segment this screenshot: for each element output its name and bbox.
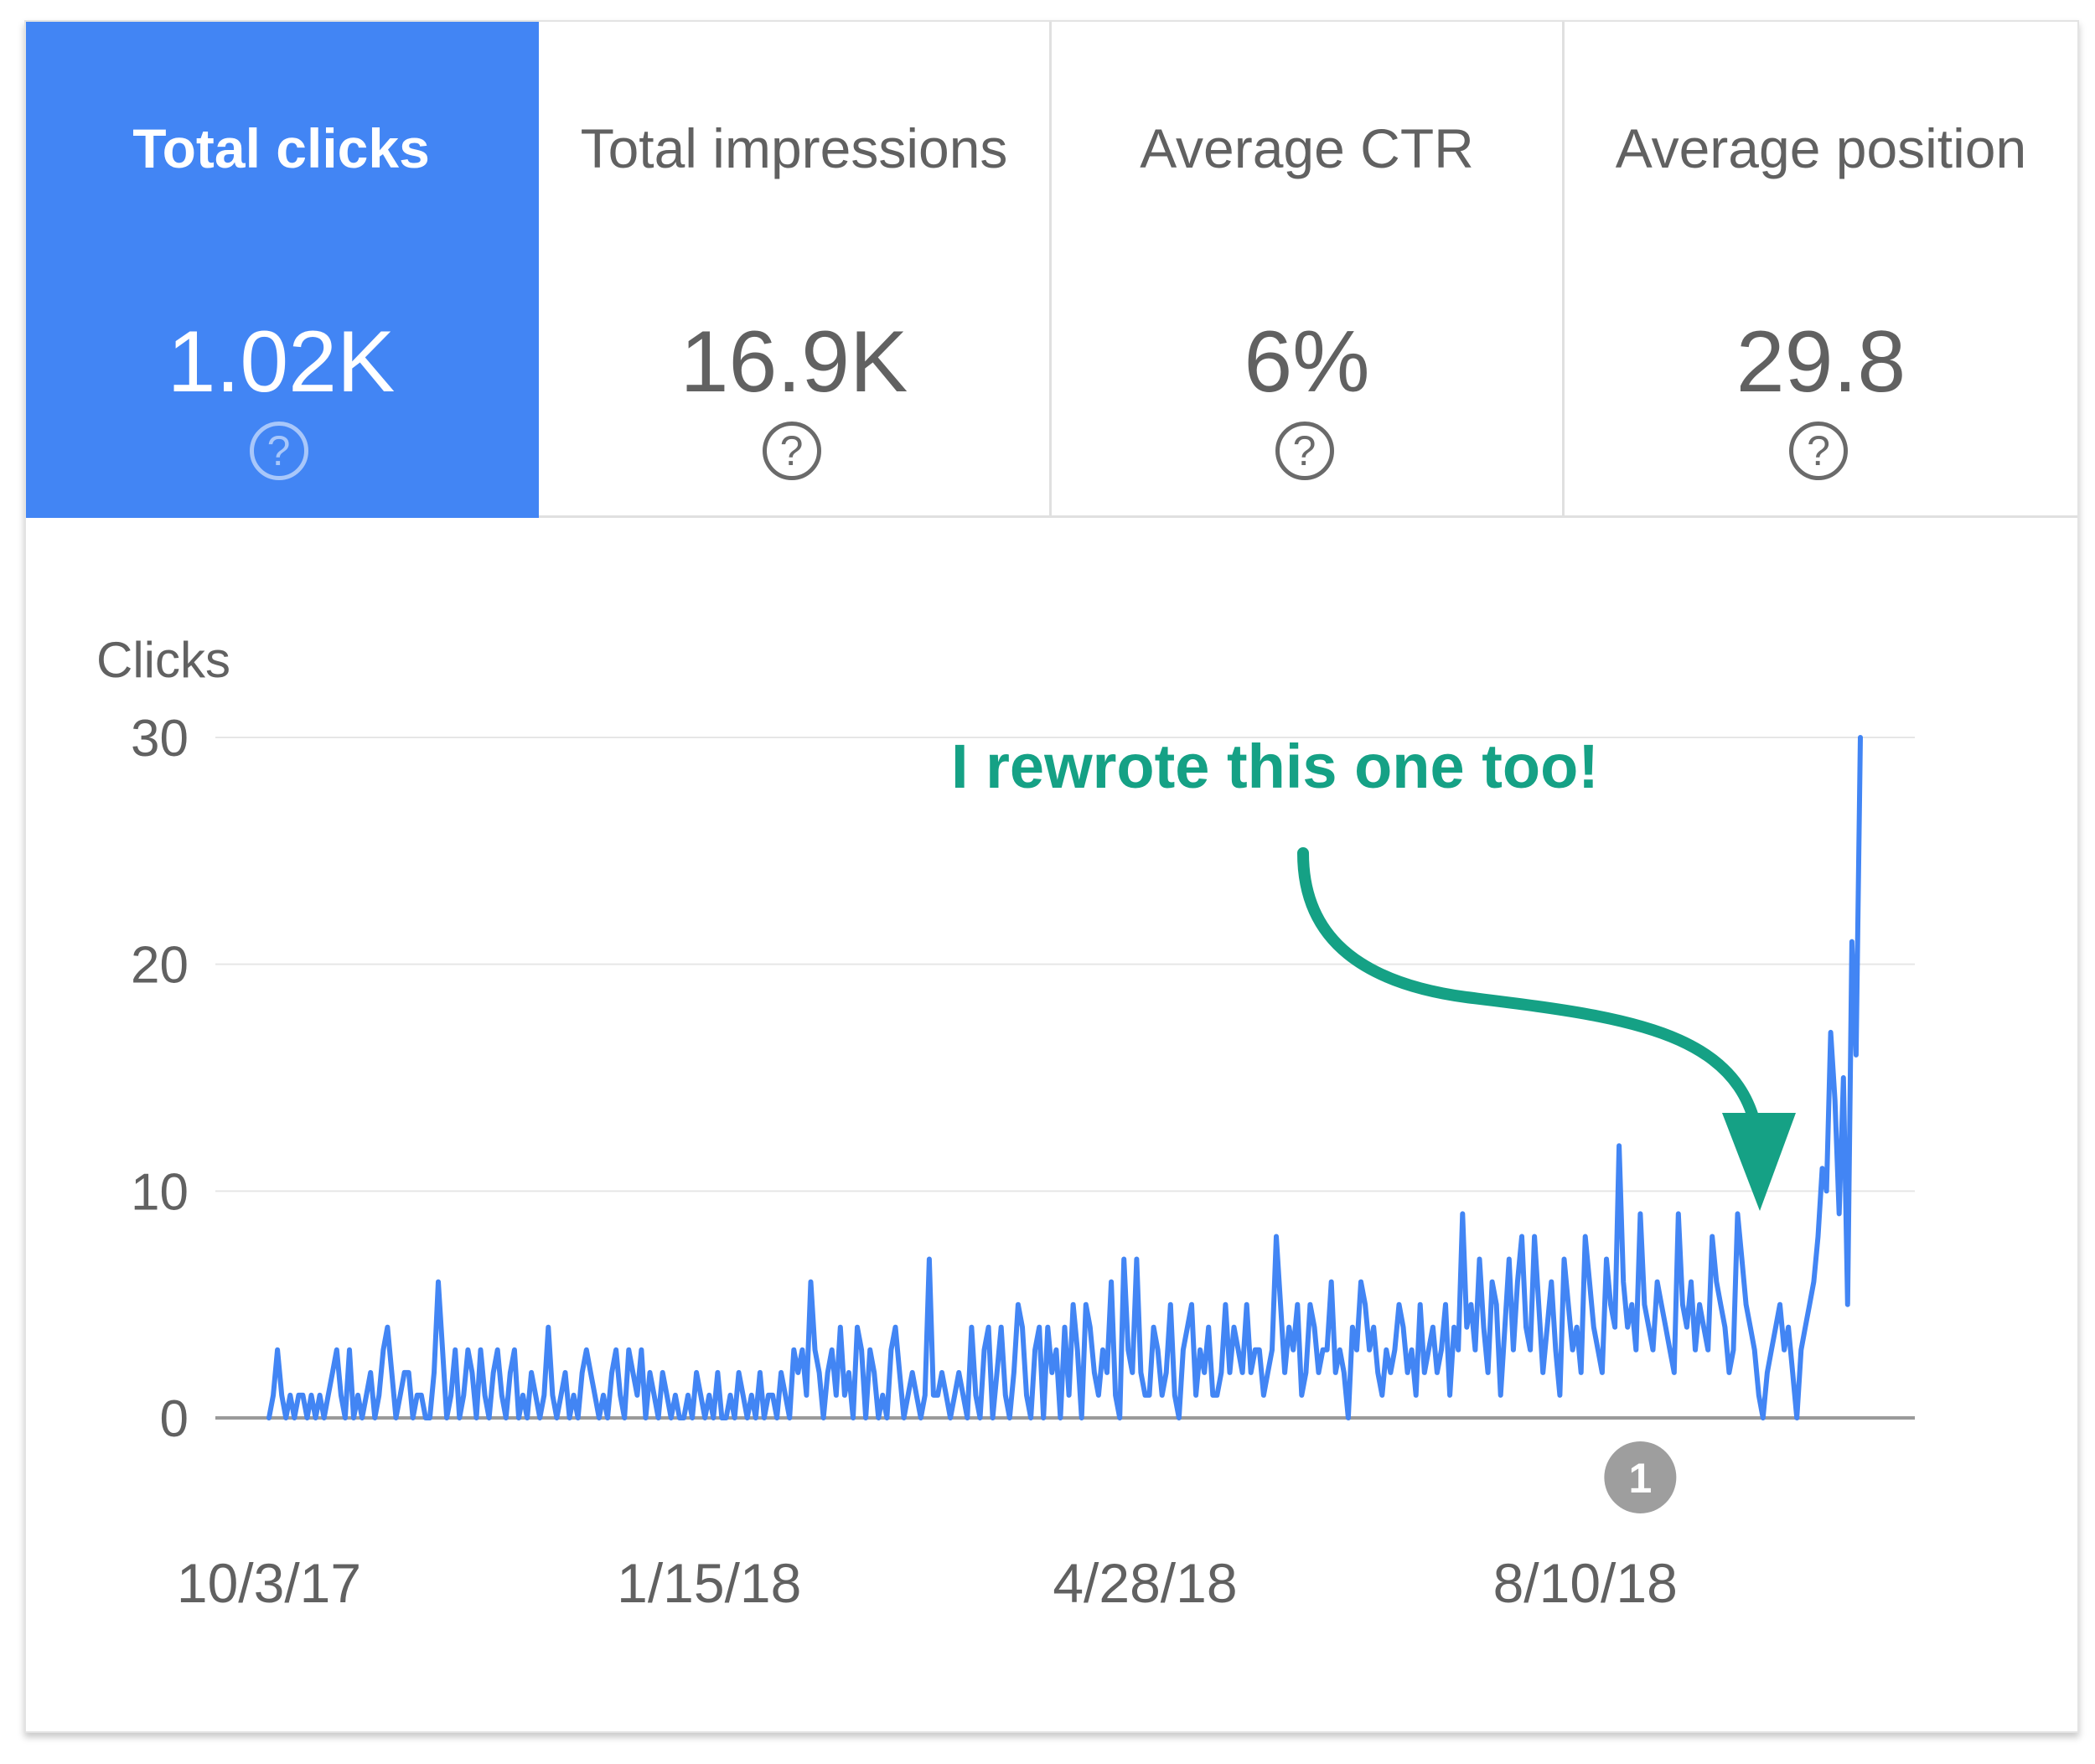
x-tick-label: 8/10/18: [1493, 1552, 1678, 1614]
clicks-line[interactable]: [266, 735, 1863, 1420]
event-marker-circle[interactable]: [1604, 1441, 1677, 1513]
tile-total-impressions[interactable]: Total impressions 16.9K ?: [539, 22, 1052, 518]
series-clicks[interactable]: [266, 735, 1863, 1420]
metric-tiles: Total clicks 1.02K ? Total impressions 1…: [26, 22, 2077, 518]
tile-label: Total clicks: [132, 117, 430, 179]
x-tick-label: 1/15/18: [617, 1552, 801, 1614]
help-circle-icon[interactable]: ?: [1789, 422, 1848, 480]
tile-average-position[interactable]: Average position 29.8 ?: [1565, 22, 2077, 518]
x-tick-label: 10/3/17: [177, 1552, 361, 1614]
arrowhead-icon: [1722, 1113, 1796, 1211]
y-tick-label: 10: [131, 1163, 189, 1221]
tile-average-ctr[interactable]: Average CTR 6% ?: [1052, 22, 1565, 518]
x-axis: 10/3/17 1/15/18 4/28/18 8/10/18: [177, 1552, 1678, 1614]
tile-label: Average CTR: [1140, 117, 1474, 179]
help-circle-icon[interactable]: ?: [762, 422, 821, 480]
tile-label: Total impressions: [580, 117, 1008, 179]
performance-card: Total clicks 1.02K ? Total impressions 1…: [24, 20, 2079, 1733]
y-tick-label: 30: [131, 710, 189, 768]
y-tick-label: 0: [160, 1390, 189, 1448]
y-axis-label: Clicks: [96, 632, 230, 688]
annotation-arrow: [1297, 847, 1766, 1171]
tile-total-clicks[interactable]: Total clicks 1.02K ?: [26, 22, 539, 518]
event-marker-label: 1: [1628, 1455, 1652, 1502]
help-circle-icon[interactable]: ?: [249, 422, 308, 480]
tile-value: 29.8: [1735, 313, 1906, 411]
tile-value: 1.02K: [167, 313, 396, 411]
y-tick-label: 20: [131, 937, 189, 995]
tile-value: 6%: [1244, 313, 1370, 411]
annotation-text: I rewrote this one too!: [951, 732, 1599, 801]
x-tick-label: 4/28/18: [1053, 1552, 1237, 1614]
tile-value: 16.9K: [680, 313, 908, 411]
event-marker[interactable]: 1: [1604, 1441, 1677, 1513]
y-axis: 0 10 20 30: [131, 710, 189, 1448]
annotation: I rewrote this one too!: [951, 732, 1796, 1211]
grid-lines: [215, 737, 1915, 1420]
tile-label: Average position: [1615, 117, 2027, 179]
help-circle-icon[interactable]: ?: [1275, 422, 1334, 480]
